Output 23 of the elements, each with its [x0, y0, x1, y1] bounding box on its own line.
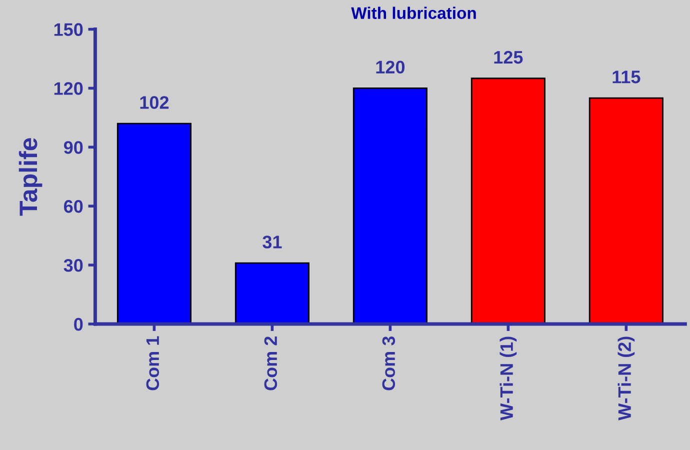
data-label: 31 [262, 236, 282, 248]
y-tick-label: 0 [74, 318, 83, 331]
data-label: 115 [612, 70, 640, 84]
y-tick-label: 120 [54, 82, 83, 95]
y-axis-title: Taplife [18, 138, 42, 216]
x-tick-label: Com 1 [146, 336, 160, 390]
bar [470, 78, 546, 324]
bar [116, 122, 192, 324]
chart-title: With lubrication [351, 6, 476, 19]
y-tick-label: 90 [64, 141, 83, 154]
data-label: 120 [376, 60, 405, 74]
data-label: 125 [494, 50, 523, 64]
x-tick-label: Com 2 [264, 336, 278, 390]
x-tick-label: W-Ti-N (1) [500, 336, 517, 420]
bar [234, 262, 310, 324]
y-tick-label: 60 [64, 200, 83, 213]
y-tick-label: 150 [54, 23, 83, 36]
y-tick-label: 30 [64, 258, 83, 272]
bar [352, 88, 428, 324]
data-label: 102 [140, 96, 169, 109]
x-tick-label: Com 3 [382, 336, 396, 390]
bar [588, 97, 664, 324]
x-tick-label: W-Ti-N (2) [618, 336, 635, 420]
